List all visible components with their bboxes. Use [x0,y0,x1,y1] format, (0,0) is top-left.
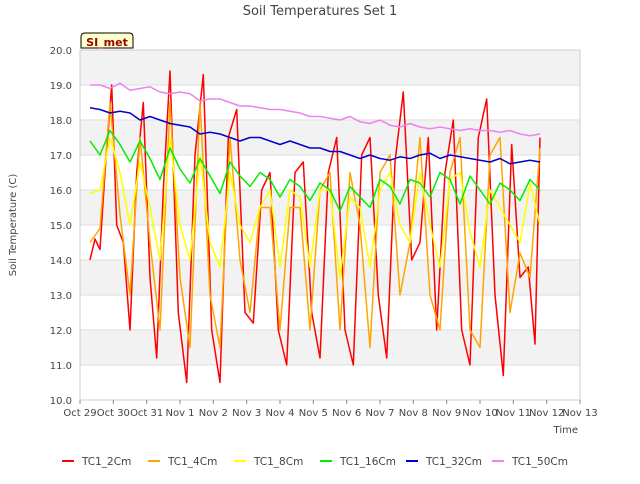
y-axis-label: Soil Temperature (C) [8,174,19,277]
x-tick-label: Oct 31 [130,408,163,419]
grid-band [80,330,580,365]
legend-label: TC1_50Cm [511,456,568,468]
y-tick-label: 16.0 [50,186,72,197]
y-tick-label: 13.0 [50,291,72,302]
legend: TC1_2Cm TC1_4Cm TC1_8Cm TC1_16Cm TC1_32Cm TC1… [62,456,568,468]
y-tick-label: 18.0 [50,116,72,127]
legend-label: TC1_4Cm [167,456,217,468]
x-tick-label: Oct 30 [97,408,130,419]
y-tick-label: 11.0 [50,361,72,372]
legend-label: TC1_32Cm [425,456,482,468]
grid-band [80,85,580,120]
legend-label: TC1_16Cm [339,456,396,468]
legend-label: TC1_2Cm [81,456,131,468]
grid-band [80,50,580,85]
y-tick-label: 14.0 [50,256,72,267]
series-line-tc1_50cm [90,82,541,137]
x-axis-label: Time [553,425,578,436]
x-tick-label: Nov 10 [462,408,497,419]
y-tick-label: 17.0 [50,151,72,162]
x-tick-label: Nov 7 [365,408,394,419]
x-tick-label: Nov 5 [299,408,328,419]
station-label: SI_met [86,36,128,49]
x-tick-label: Nov 4 [265,408,294,419]
x-tick-label: Nov 3 [232,408,261,419]
plot-border [79,49,581,401]
x-tick-label: Nov 13 [562,408,597,419]
chart-title: Soil Temperatures Set 1 [243,4,398,19]
series-lines [89,70,541,384]
series-line-tc1_4cm [89,101,541,349]
grid-band [80,120,580,155]
x-tick-label: Nov 1 [165,408,194,419]
x-tick-label: Nov 8 [399,408,428,419]
x-tick-label: Oct 29 [63,408,96,419]
x-tick-label: Nov 11 [496,408,531,419]
y-tick-label: 20.0 [50,46,72,57]
x-tick-label: Nov 12 [529,408,564,419]
series-line-tc1_16cm [89,129,541,212]
series-line-tc1_32cm [89,106,541,165]
y-tick-label: 10.0 [50,396,72,407]
x-tick-labels: Oct 29 Oct 30 Oct 31 Nov 1 Nov 2 Nov 3 Nov 4 No… [63,400,598,419]
station-badge: SI_met [80,32,134,49]
grid-band [80,365,580,400]
y-tick-label: 15.0 [50,221,72,232]
x-tick-label: Nov 2 [199,408,228,419]
x-tick-label: Nov 6 [332,408,361,419]
y-tick-label: 12.0 [50,326,72,337]
y-tick-labels: 10.0 11.0 12.0 13.0 14.0 15.0 16.0 17.0 18.0 19.0… [50,46,72,407]
legend-label: TC1_8Cm [253,456,303,468]
series-line-tc1_8cm [89,136,541,279]
y-tick-label: 19.0 [50,81,72,92]
x-tick-label: Nov 9 [432,408,461,419]
